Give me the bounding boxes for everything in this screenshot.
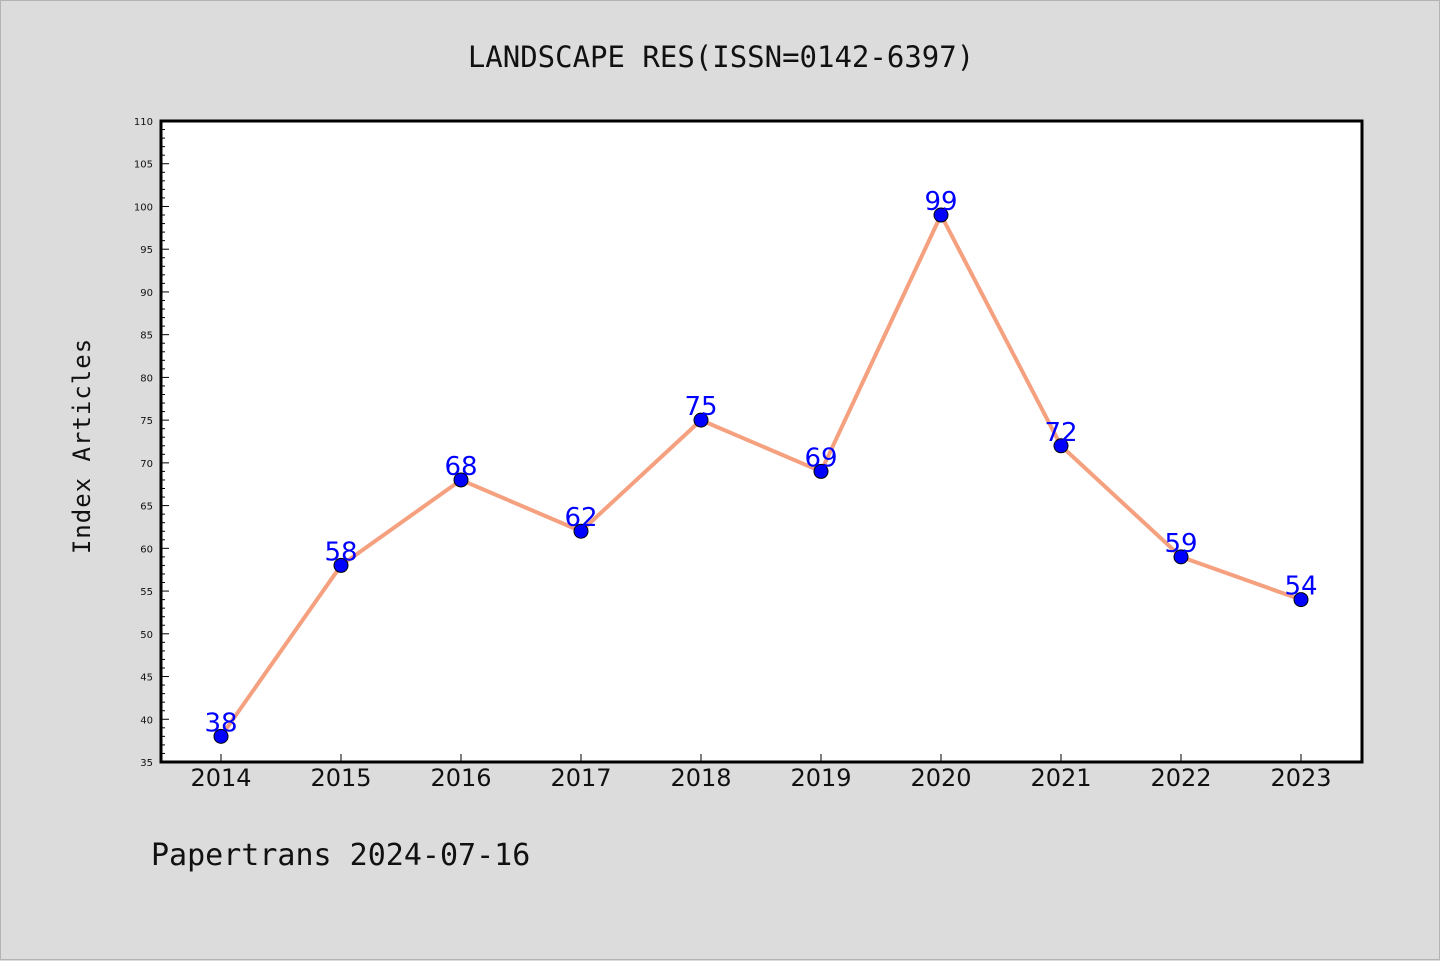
x-tick-label: 2015 (310, 764, 371, 792)
x-tick-label: 2017 (550, 764, 611, 792)
x-tick-label: 2019 (790, 764, 851, 792)
series-line (219, 213, 1302, 738)
data-label: 62 (564, 503, 597, 533)
series-line-layer (219, 213, 1302, 738)
x-tick-label: 2016 (430, 764, 491, 792)
data-point-marker (573, 523, 589, 539)
data-point-marker (453, 472, 469, 488)
y-tick-label: 80 (140, 373, 153, 384)
chart-title: LANDSCAPE RES(ISSN=0142-6397) (468, 40, 974, 74)
plot-area (161, 121, 1362, 762)
y-tick-label: 70 (140, 459, 153, 470)
data-point-marker (333, 557, 349, 573)
data-label: 54 (1284, 572, 1317, 602)
y-tick-label: 50 (140, 630, 153, 641)
data-label: 38 (204, 708, 237, 738)
data-point-marker (1053, 438, 1069, 454)
data-label: 68 (444, 452, 477, 482)
data-point-marker (813, 463, 829, 479)
x-tick-label: 2018 (670, 764, 731, 792)
data-point-marker (213, 728, 229, 744)
footer-date-stamp: Papertrans 2024-07-16 (151, 838, 530, 873)
x-tick-label: 2022 (1150, 764, 1211, 792)
data-label: 59 (1164, 529, 1197, 559)
y-axis-label: Index Articles (68, 338, 96, 554)
y-tick-label: 90 (140, 288, 153, 299)
markers-layer (213, 207, 1309, 744)
y-tick-label: 60 (140, 544, 153, 555)
y-tick-label: 85 (140, 331, 153, 342)
x-tick-label: 2021 (1030, 764, 1091, 792)
data-point-marker (693, 412, 709, 428)
data-labels-layer: 38 58 68 62 75 69 99 72 59 54 (204, 187, 1317, 738)
data-label: 75 (684, 392, 717, 422)
y-tick-label: 35 (140, 758, 153, 769)
data-point-marker (1173, 549, 1189, 565)
y-tick-label: 40 (140, 715, 153, 726)
x-tick-label: 2020 (910, 764, 971, 792)
data-label: 99 (924, 187, 957, 217)
data-label: 72 (1044, 418, 1077, 448)
x-tick-label: 2014 (190, 764, 251, 792)
y-tick-label: 95 (140, 245, 153, 256)
data-point-marker (1293, 592, 1309, 608)
y-tick-label: 55 (140, 587, 153, 598)
x-tick-label: 2023 (1270, 764, 1331, 792)
x-axis: 2014 2015 2016 2017 2018 2019 2020 2021 2022 2023 (190, 754, 1332, 792)
y-tick-label: 45 (140, 673, 153, 684)
data-label: 69 (804, 443, 837, 473)
data-label: 58 (324, 537, 357, 567)
y-tick-label: 65 (140, 502, 153, 513)
data-point-marker (933, 207, 949, 223)
y-tick-label: 75 (140, 416, 153, 427)
y-tick-label: 100 (134, 202, 153, 213)
plot-frame (159, 119, 1364, 764)
y-tick-label: 110 (134, 117, 153, 128)
y-tick-label: 105 (134, 160, 153, 171)
